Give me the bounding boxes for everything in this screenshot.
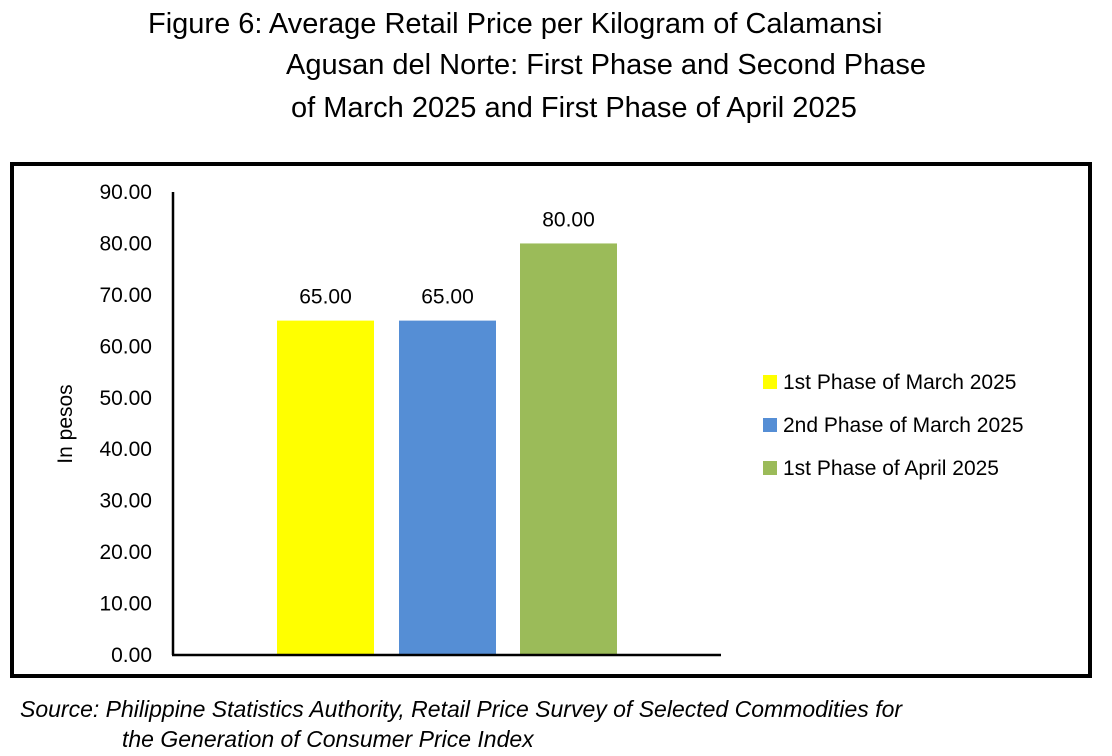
y-tick-label: 80.00 bbox=[99, 232, 152, 255]
bar-value-label-3: 80.00 bbox=[542, 208, 595, 231]
bar-value-label-1: 65.00 bbox=[299, 286, 352, 309]
y-tick-label: 70.00 bbox=[99, 284, 152, 307]
y-tick-label: 20.00 bbox=[99, 541, 152, 564]
y-axis-ticks: 0.00 10.00 20.00 30.00 40.00 50.00 60.00 70.00 8… bbox=[99, 181, 152, 667]
legend: 1st Phase of March 2025 2nd Phase of Marc… bbox=[763, 371, 1024, 480]
y-tick-label: 90.00 bbox=[99, 181, 152, 204]
chart-title-line-2: Agusan del Norte: First Phase and Second… bbox=[286, 49, 926, 81]
bars bbox=[277, 243, 617, 655]
legend-label-3: 1st Phase of April 2025 bbox=[783, 457, 999, 480]
y-tick-label: 60.00 bbox=[99, 335, 152, 358]
bar-value-labels: 65.00 65.00 80.00 bbox=[299, 208, 595, 308]
y-tick-label: 30.00 bbox=[99, 490, 152, 513]
bar-value-label-2: 65.00 bbox=[421, 286, 474, 309]
legend-label-2: 2nd Phase of March 2025 bbox=[783, 414, 1024, 437]
y-tick-label: 10.00 bbox=[99, 593, 152, 616]
y-tick-label: 40.00 bbox=[99, 438, 152, 461]
legend-swatch-2 bbox=[763, 418, 777, 432]
y-tick-label: 50.00 bbox=[99, 387, 152, 410]
legend-label-1: 1st Phase of March 2025 bbox=[783, 371, 1016, 394]
source-note-line-2: the Generation of Consumer Price Index bbox=[122, 726, 534, 752]
legend-swatch-3 bbox=[763, 461, 777, 475]
bar-3 bbox=[520, 243, 617, 655]
chart-title-line-3: of March 2025 and First Phase of April 2… bbox=[291, 92, 857, 124]
y-axis-label: In pesos bbox=[54, 384, 77, 463]
y-tick-label: 0.00 bbox=[111, 644, 152, 667]
legend-swatch-1 bbox=[763, 375, 777, 389]
chart-title-line-1: Figure 6: Average Retail Price per Kilog… bbox=[148, 8, 883, 40]
bar-1 bbox=[277, 320, 374, 655]
source-note-line-1: Source: Philippine Statistics Authority,… bbox=[20, 696, 903, 722]
chart-frame bbox=[10, 162, 1092, 678]
bar-2 bbox=[399, 320, 496, 655]
